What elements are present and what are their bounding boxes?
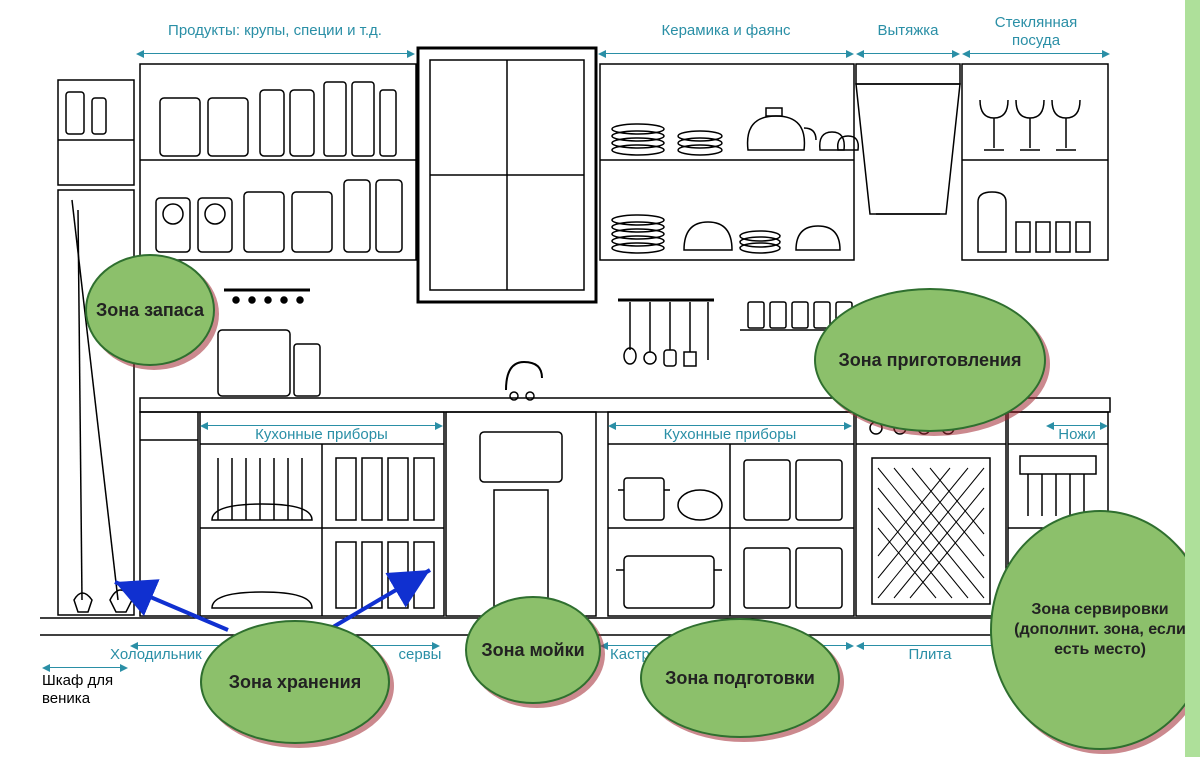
- decor-strip: [1185, 0, 1200, 757]
- callout-podgotovki: Зона подготовки: [640, 618, 840, 738]
- callout-khraneniya: Зона хранения: [200, 620, 390, 744]
- callout-servirovki: Зона сервировки (дополнит. зона, если ес…: [990, 510, 1200, 750]
- callout-zapasa: Зона запаса: [85, 254, 215, 366]
- callout-moyki: Зона мойки: [465, 596, 601, 704]
- callout-prigotovleniya: Зона приготовления: [814, 288, 1046, 432]
